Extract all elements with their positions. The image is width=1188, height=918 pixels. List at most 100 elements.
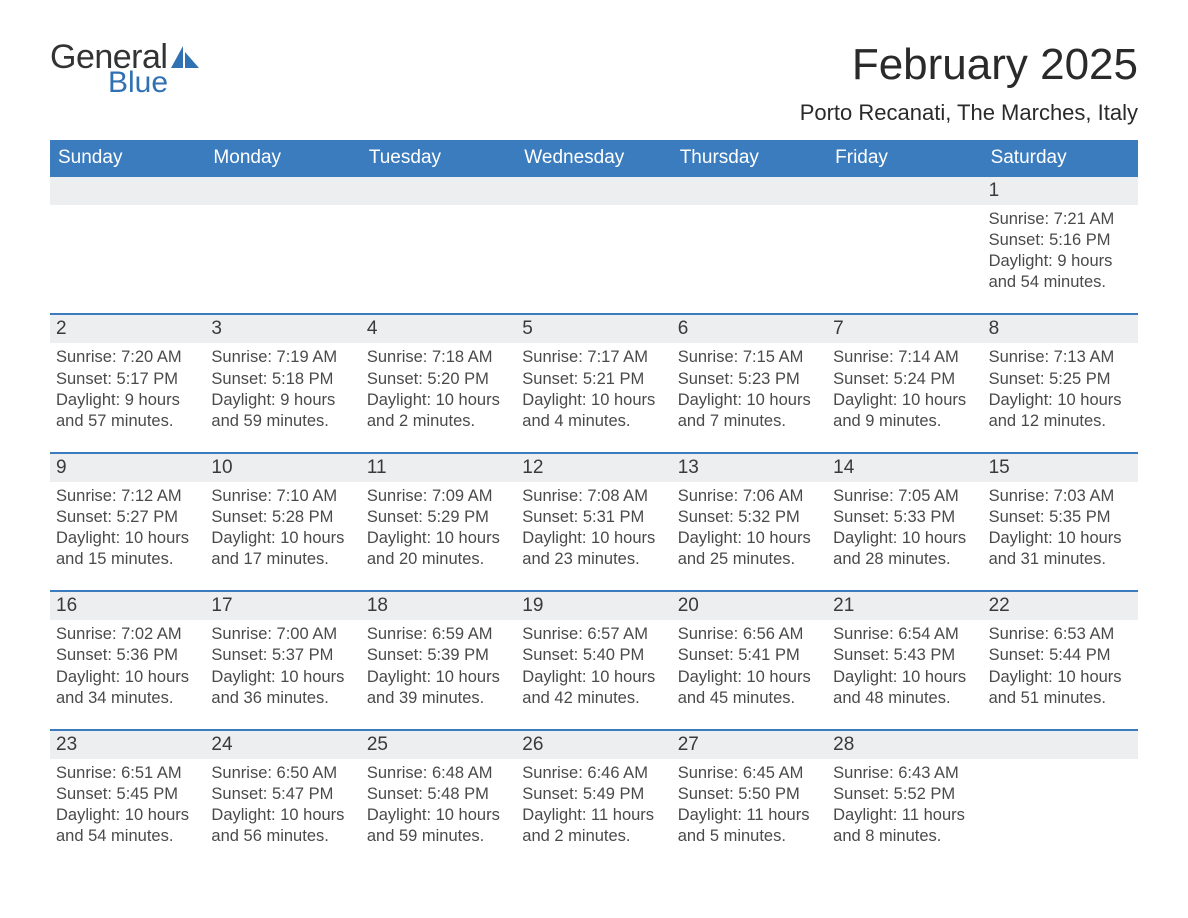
day-cell: 28Sunrise: 6:43 AMSunset: 5:52 PMDayligh… (827, 731, 982, 853)
sunrise-line: Sunrise: 7:18 AM (367, 347, 510, 368)
day-cell: 15Sunrise: 7:03 AMSunset: 5:35 PMDayligh… (983, 454, 1138, 576)
daylight-line: Daylight: 9 hours and 59 minutes. (211, 390, 354, 432)
header: General Blue February 2025 Porto Recanat… (50, 40, 1138, 126)
day-cell: 5Sunrise: 7:17 AMSunset: 5:21 PMDaylight… (516, 315, 671, 437)
sunset-line: Sunset: 5:52 PM (833, 784, 976, 805)
day-number: 3 (205, 315, 360, 343)
sunset-line: Sunset: 5:27 PM (56, 507, 199, 528)
day-body: Sunrise: 6:53 AMSunset: 5:44 PMDaylight:… (983, 620, 1138, 708)
day-body: Sunrise: 7:09 AMSunset: 5:29 PMDaylight:… (361, 482, 516, 570)
day-number: 6 (672, 315, 827, 343)
daylight-line: Daylight: 11 hours and 2 minutes. (522, 805, 665, 847)
day-body (983, 759, 1138, 763)
sunrise-line: Sunrise: 6:50 AM (211, 763, 354, 784)
daylight-line: Daylight: 10 hours and 48 minutes. (833, 667, 976, 709)
day-body: Sunrise: 6:45 AMSunset: 5:50 PMDaylight:… (672, 759, 827, 847)
daylight-line: Daylight: 11 hours and 8 minutes. (833, 805, 976, 847)
day-number: 4 (361, 315, 516, 343)
day-cell: 17Sunrise: 7:00 AMSunset: 5:37 PMDayligh… (205, 592, 360, 714)
day-cell: 27Sunrise: 6:45 AMSunset: 5:50 PMDayligh… (672, 731, 827, 853)
day-number (672, 177, 827, 205)
sunrise-line: Sunrise: 7:19 AM (211, 347, 354, 368)
day-cell: 22Sunrise: 6:53 AMSunset: 5:44 PMDayligh… (983, 592, 1138, 714)
sunrise-line: Sunrise: 7:20 AM (56, 347, 199, 368)
sunset-line: Sunset: 5:32 PM (678, 507, 821, 528)
sunrise-line: Sunrise: 7:03 AM (989, 486, 1132, 507)
day-cell: 8Sunrise: 7:13 AMSunset: 5:25 PMDaylight… (983, 315, 1138, 437)
location-label: Porto Recanati, The Marches, Italy (800, 100, 1138, 126)
sunrise-line: Sunrise: 7:21 AM (989, 209, 1132, 230)
sunrise-line: Sunrise: 6:53 AM (989, 624, 1132, 645)
weekday-tuesday: Tuesday (361, 140, 516, 177)
day-cell: 24Sunrise: 6:50 AMSunset: 5:47 PMDayligh… (205, 731, 360, 853)
day-cell: 14Sunrise: 7:05 AMSunset: 5:33 PMDayligh… (827, 454, 982, 576)
daylight-line: Daylight: 10 hours and 12 minutes. (989, 390, 1132, 432)
day-body: Sunrise: 6:48 AMSunset: 5:48 PMDaylight:… (361, 759, 516, 847)
day-cell: 23Sunrise: 6:51 AMSunset: 5:45 PMDayligh… (50, 731, 205, 853)
day-body (516, 205, 671, 209)
sunrise-line: Sunrise: 7:17 AM (522, 347, 665, 368)
week-row: 9Sunrise: 7:12 AMSunset: 5:27 PMDaylight… (50, 452, 1138, 576)
day-body (205, 205, 360, 209)
sunrise-line: Sunrise: 6:45 AM (678, 763, 821, 784)
day-body (50, 205, 205, 209)
sunset-line: Sunset: 5:48 PM (367, 784, 510, 805)
day-number: 17 (205, 592, 360, 620)
day-number: 2 (50, 315, 205, 343)
day-cell (827, 177, 982, 299)
day-cell (672, 177, 827, 299)
day-number (983, 731, 1138, 759)
sunrise-line: Sunrise: 6:51 AM (56, 763, 199, 784)
day-number (50, 177, 205, 205)
day-number: 24 (205, 731, 360, 759)
day-cell (50, 177, 205, 299)
logo: General Blue (50, 40, 199, 98)
day-number: 5 (516, 315, 671, 343)
day-body: Sunrise: 7:17 AMSunset: 5:21 PMDaylight:… (516, 343, 671, 431)
day-body: Sunrise: 6:54 AMSunset: 5:43 PMDaylight:… (827, 620, 982, 708)
week-row: 16Sunrise: 7:02 AMSunset: 5:36 PMDayligh… (50, 590, 1138, 714)
day-cell: 25Sunrise: 6:48 AMSunset: 5:48 PMDayligh… (361, 731, 516, 853)
sail-icon (171, 46, 199, 68)
sunrise-line: Sunrise: 7:10 AM (211, 486, 354, 507)
logo-word-blue: Blue (108, 68, 199, 98)
sunrise-line: Sunrise: 7:14 AM (833, 347, 976, 368)
sunset-line: Sunset: 5:40 PM (522, 645, 665, 666)
daylight-line: Daylight: 10 hours and 36 minutes. (211, 667, 354, 709)
sunset-line: Sunset: 5:25 PM (989, 369, 1132, 390)
calendar-weeks: 1Sunrise: 7:21 AMSunset: 5:16 PMDaylight… (50, 177, 1138, 853)
daylight-line: Daylight: 10 hours and 7 minutes. (678, 390, 821, 432)
day-body: Sunrise: 7:19 AMSunset: 5:18 PMDaylight:… (205, 343, 360, 431)
sunrise-line: Sunrise: 6:43 AM (833, 763, 976, 784)
week-row: 1Sunrise: 7:21 AMSunset: 5:16 PMDaylight… (50, 177, 1138, 299)
page: General Blue February 2025 Porto Recanat… (0, 0, 1188, 893)
sunset-line: Sunset: 5:45 PM (56, 784, 199, 805)
day-number: 11 (361, 454, 516, 482)
day-number: 27 (672, 731, 827, 759)
weekday-saturday: Saturday (983, 140, 1138, 177)
calendar: SundayMondayTuesdayWednesdayThursdayFrid… (50, 140, 1138, 853)
day-cell: 2Sunrise: 7:20 AMSunset: 5:17 PMDaylight… (50, 315, 205, 437)
day-cell (205, 177, 360, 299)
day-body (827, 205, 982, 209)
weekday-sunday: Sunday (50, 140, 205, 177)
sunset-line: Sunset: 5:16 PM (989, 230, 1132, 251)
day-cell (983, 731, 1138, 853)
sunrise-line: Sunrise: 7:05 AM (833, 486, 976, 507)
day-body: Sunrise: 7:20 AMSunset: 5:17 PMDaylight:… (50, 343, 205, 431)
day-cell: 10Sunrise: 7:10 AMSunset: 5:28 PMDayligh… (205, 454, 360, 576)
day-body: Sunrise: 7:05 AMSunset: 5:33 PMDaylight:… (827, 482, 982, 570)
day-number (827, 177, 982, 205)
sunrise-line: Sunrise: 7:13 AM (989, 347, 1132, 368)
day-cell: 12Sunrise: 7:08 AMSunset: 5:31 PMDayligh… (516, 454, 671, 576)
day-number: 22 (983, 592, 1138, 620)
day-body (361, 205, 516, 209)
sunset-line: Sunset: 5:33 PM (833, 507, 976, 528)
sunset-line: Sunset: 5:41 PM (678, 645, 821, 666)
sunset-line: Sunset: 5:31 PM (522, 507, 665, 528)
daylight-line: Daylight: 10 hours and 2 minutes. (367, 390, 510, 432)
day-cell: 26Sunrise: 6:46 AMSunset: 5:49 PMDayligh… (516, 731, 671, 853)
day-number: 26 (516, 731, 671, 759)
weekday-wednesday: Wednesday (516, 140, 671, 177)
sunrise-line: Sunrise: 6:46 AM (522, 763, 665, 784)
